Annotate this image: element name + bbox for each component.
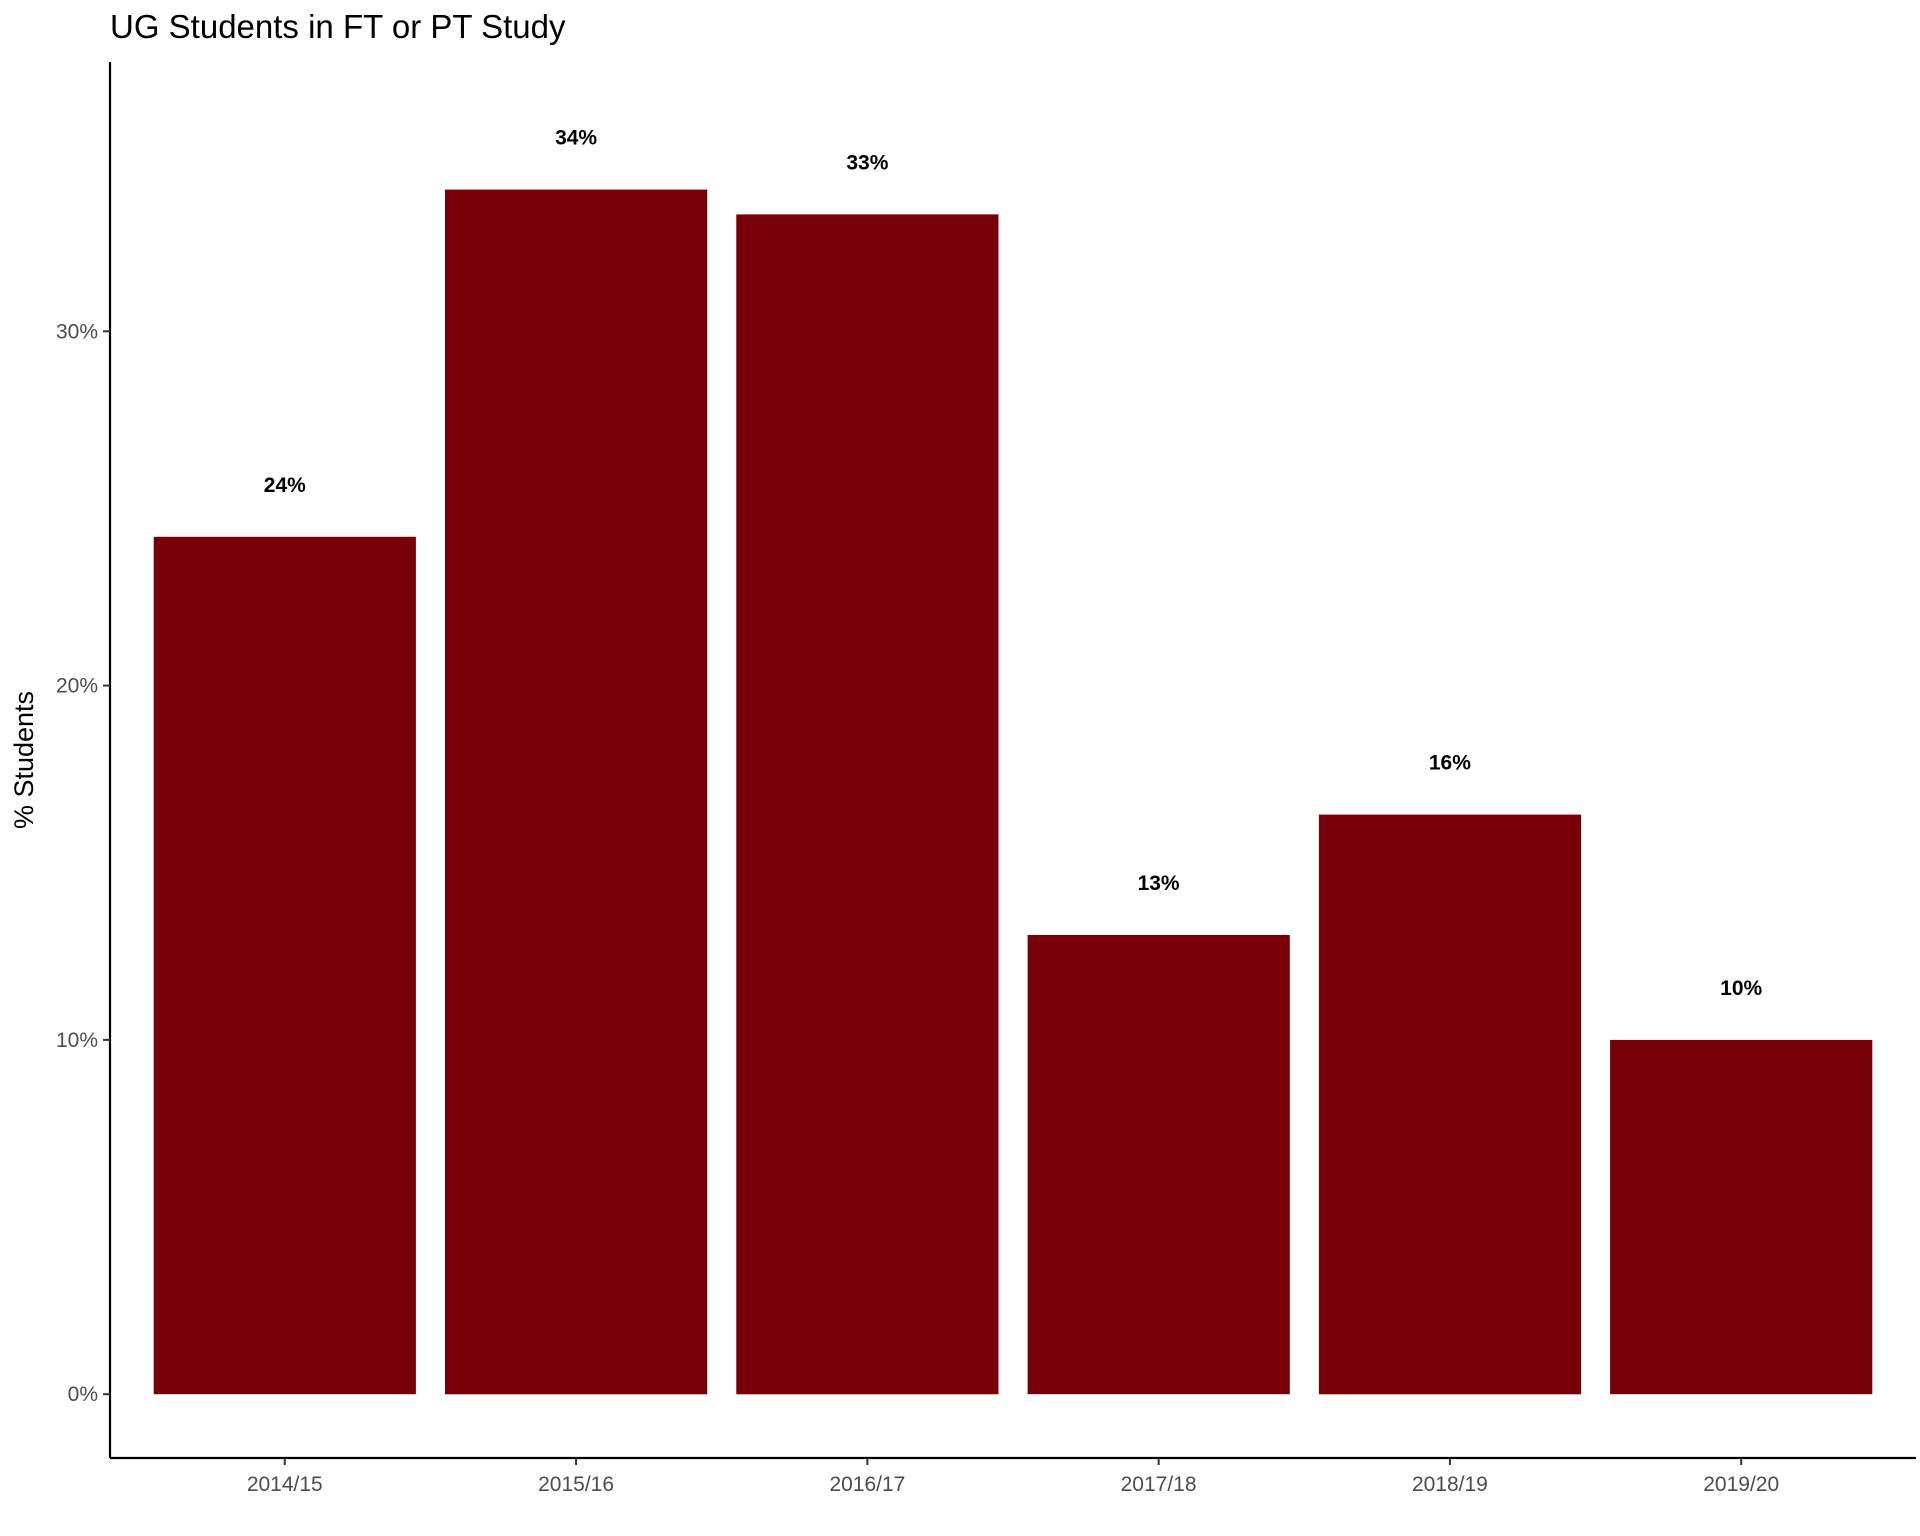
bar-2016-17: [736, 214, 999, 1395]
x-tick-label: 2015/16: [538, 1473, 614, 1496]
data-label: 34%: [555, 127, 597, 150]
x-tick-label: 2018/19: [1412, 1473, 1488, 1496]
y-tick-label: 0%: [68, 1383, 98, 1406]
y-tick-label: 20%: [56, 675, 98, 698]
bar-2014-15: [153, 536, 416, 1395]
bar-2015-16: [445, 189, 708, 1395]
y-axis-title: % Students: [9, 691, 39, 829]
bar-2017-18: [1027, 935, 1290, 1395]
chart-title: UG Students in FT or PT Study: [110, 8, 566, 45]
y-tick-label: 10%: [56, 1029, 98, 1052]
x-tick-label: 2014/15: [247, 1473, 323, 1496]
bar-2018-19: [1318, 814, 1582, 1395]
data-label: 10%: [1720, 977, 1762, 1000]
data-label: 33%: [846, 151, 888, 174]
x-tick-label: 2016/17: [829, 1473, 905, 1496]
data-label: 24%: [264, 474, 306, 497]
data-label: 16%: [1429, 752, 1471, 775]
y-tick-label: 30%: [56, 320, 98, 343]
x-tick-label: 2017/18: [1121, 1473, 1197, 1496]
data-label: 13%: [1138, 872, 1180, 895]
x-tick-label: 2019/20: [1703, 1473, 1779, 1496]
bar-2019-20: [1610, 1039, 1873, 1395]
